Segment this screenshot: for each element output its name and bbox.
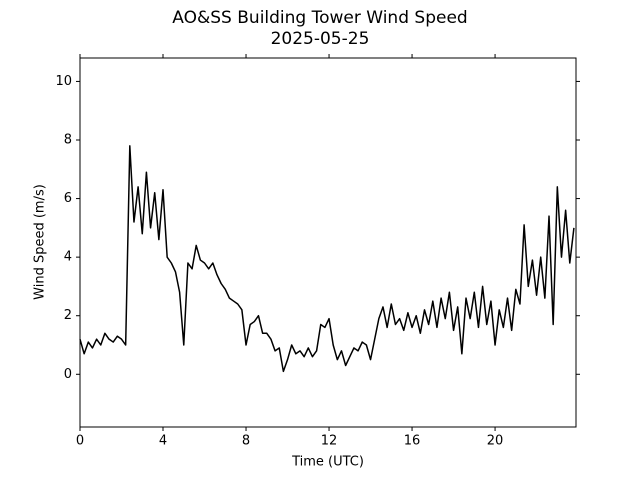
y-tick-label: 8 [64,133,72,148]
y-axis-label: Wind Speed (m/s) [33,184,48,300]
x-tick-label: 0 [76,434,84,449]
y-tick-label: 6 [64,191,72,206]
x-tick-label: 12 [321,434,338,449]
x-tick-label: 8 [242,434,250,449]
chart-subtitle: 2025-05-25 [271,29,370,49]
y-tick-label: 0 [64,367,72,382]
data-line [79,145,575,373]
plot-frame [79,57,577,428]
y-tick-label: 2 [64,308,72,323]
y-tick-label: 4 [64,250,72,265]
chart-title: AO&SS Building Tower Wind Speed [172,8,467,28]
x-tick-label: 4 [159,434,167,449]
x-tick-label: 20 [487,434,504,449]
y-tick-label: 10 [55,74,72,89]
x-tick-label: 16 [404,434,421,449]
x-axis-label: Time (UTC) [291,455,364,470]
